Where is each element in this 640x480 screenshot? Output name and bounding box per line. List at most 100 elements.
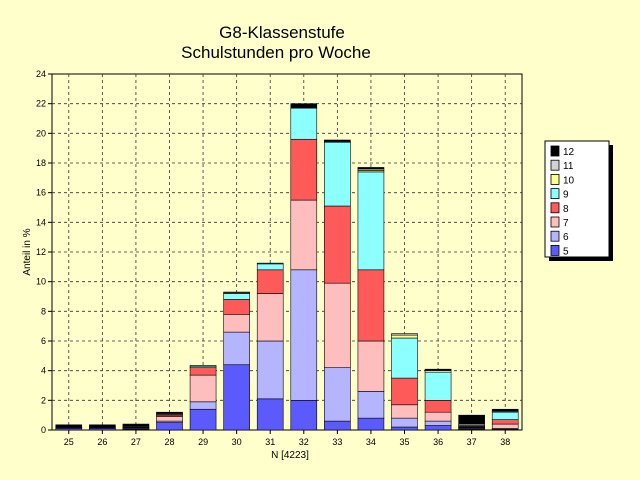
y-tick-label: 20 — [36, 128, 46, 138]
bar-segment-29-series-11 — [189, 365, 217, 367]
legend: 12 11 10 9 8 7 6 5 — [544, 140, 613, 261]
y-tick-label: 22 — [36, 99, 46, 109]
bar-segment-35-series-8 — [391, 377, 418, 406]
legend-label-5: 5 — [563, 246, 569, 257]
bar-segment-36-series-9 — [424, 371, 452, 401]
bar-segment-36-series-6 — [424, 420, 452, 426]
legend-label-11: 11 — [563, 161, 574, 172]
legend-label-7: 7 — [563, 218, 569, 229]
x-tick-label: 25 — [64, 437, 74, 447]
bar-segment-30-series-11 — [223, 291, 250, 294]
legend-label-9: 9 — [563, 190, 569, 201]
y-tick-label: 14 — [36, 217, 46, 227]
legend-swatch-8 — [550, 202, 560, 214]
y-tick-label: 6 — [41, 336, 46, 346]
bars — [55, 103, 519, 431]
y-tick-label: 16 — [36, 188, 46, 198]
bar-segment-31-series-8 — [256, 269, 284, 294]
y-tick-label: 2 — [41, 395, 46, 405]
bar-segment-31-series-5 — [256, 398, 284, 431]
bar-segment-28-series-5 — [156, 422, 183, 431]
bar-segment-28-series-7 — [156, 416, 183, 422]
bar-segment-29-series-8 — [189, 367, 217, 376]
legend-swatch-12 — [550, 145, 560, 157]
bar-segment-31-series-6 — [256, 340, 284, 400]
chart-title-line-1: G8-Klassenstufe — [219, 23, 345, 42]
x-tick-label: 29 — [198, 437, 208, 447]
x-tick-label: 37 — [467, 437, 477, 447]
legend-swatch-10 — [550, 173, 560, 185]
bar-segment-27-series-12 — [122, 423, 150, 427]
bar-segment-33-series-9 — [324, 141, 351, 207]
bar-segment-32-series-9 — [290, 107, 318, 140]
bar-segment-32-series-12 — [290, 103, 318, 109]
bar-segment-38-series-9 — [491, 411, 519, 420]
bar-segment-32-series-6 — [290, 269, 318, 401]
bar-segment-34-series-9 — [357, 171, 385, 271]
bar-segment-26-series-12 — [89, 424, 116, 428]
bar-segment-38-series-12 — [491, 408, 519, 412]
bar-segment-28-series-12 — [156, 411, 183, 414]
bar-segment-32-series-5 — [290, 400, 318, 431]
bar-segment-30-series-5 — [223, 364, 250, 431]
bar-segment-31-series-9 — [256, 263, 284, 271]
bar-segment-38-series-8 — [491, 419, 519, 425]
x-tick-label: 26 — [97, 437, 107, 447]
y-tick-label: 10 — [36, 277, 46, 287]
bar-segment-36-series-5 — [424, 425, 452, 431]
bar-segment-35-series-5 — [391, 426, 418, 431]
bar-segment-32-series-8 — [290, 138, 318, 201]
bar-segment-37-series-12 — [458, 414, 485, 425]
bar-segment-35-series-9 — [391, 337, 418, 379]
x-tick-label: 31 — [265, 437, 275, 447]
y-tick-label: 8 — [41, 306, 46, 316]
legend-label-12: 12 — [563, 147, 575, 158]
legend-swatch-9 — [550, 188, 560, 200]
bar-segment-35-series-10 — [391, 334, 418, 339]
bar-segment-33-series-6 — [324, 367, 351, 422]
bar-segment-35-series-6 — [391, 417, 418, 428]
bar-segment-33-series-12 — [324, 139, 351, 142]
y-tick-label: 18 — [36, 158, 46, 168]
x-ticks: 25 26 27 28 29 30 31 32 33 34 35 36 37 38 — [64, 430, 510, 447]
bar-segment-35-series-11 — [391, 333, 418, 336]
x-tick-label: 36 — [433, 437, 443, 447]
bar-segment-25-series-12 — [55, 424, 83, 428]
x-tick-label: 27 — [131, 437, 141, 447]
bar-segment-35-series-7 — [391, 404, 418, 419]
legend-swatch-7 — [550, 216, 560, 228]
legend-swatch-11 — [550, 159, 560, 171]
bar-segment-31-series-11 — [256, 262, 284, 265]
bar-segment-30-series-6 — [223, 331, 250, 366]
bar-segment-34-series-12 — [357, 167, 385, 170]
legend-label-8: 8 — [563, 204, 569, 215]
bar-segment-34-series-5 — [357, 417, 385, 431]
x-tick-label: 33 — [332, 437, 342, 447]
chart-title-line-2: Schulstunden pro Woche — [181, 43, 371, 62]
bar-segment-34-series-8 — [357, 269, 385, 342]
x-tick-label: 32 — [299, 437, 309, 447]
x-tick-label: 34 — [366, 437, 376, 447]
bar-segment-29-series-5 — [189, 408, 217, 431]
bar-segment-36-series-8 — [424, 400, 452, 413]
bar-segment-33-series-8 — [324, 205, 351, 284]
legend-label-6: 6 — [563, 232, 569, 243]
bar-segment-29-series-7 — [189, 374, 217, 403]
bar-segment-29-series-6 — [189, 401, 217, 410]
legend-label-10: 10 — [563, 175, 575, 186]
x-axis-label: N [4223] — [271, 450, 309, 461]
bar-segment-30-series-8 — [223, 299, 250, 315]
bar-segment-31-series-7 — [256, 293, 284, 342]
y-tick-label: 24 — [36, 69, 46, 79]
bar-segment-36-series-7 — [424, 411, 452, 422]
legend-swatch-6 — [550, 230, 560, 242]
bar-segment-32-series-7 — [290, 199, 318, 271]
x-tick-label: 38 — [500, 437, 510, 447]
legend-swatch-5 — [550, 244, 560, 256]
y-axis-label: Anteil in % — [22, 228, 33, 275]
bar-segment-30-series-9 — [223, 293, 250, 300]
y-tick-label: 4 — [41, 366, 46, 376]
bar-segment-34-series-6 — [357, 391, 385, 419]
